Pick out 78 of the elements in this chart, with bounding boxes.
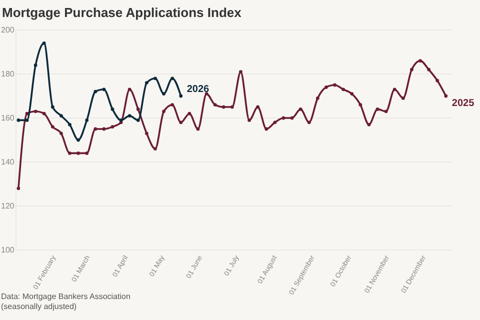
point (392, 88, 396, 92)
point (42, 112, 46, 116)
point (162, 92, 166, 96)
point (316, 96, 320, 100)
point (282, 116, 286, 120)
point (376, 108, 380, 111)
point (179, 94, 183, 98)
y-tick-label: 140 (1, 158, 15, 167)
point (102, 127, 106, 131)
point (170, 76, 174, 80)
point (384, 110, 388, 114)
point (248, 118, 251, 122)
point (427, 68, 430, 72)
point (222, 105, 226, 109)
point (94, 90, 98, 94)
point (136, 108, 140, 111)
point (196, 127, 200, 131)
point (264, 127, 268, 131)
point (144, 132, 148, 136)
point (213, 103, 217, 106)
point (290, 116, 294, 120)
chart-title: Mortgage Purchase Applications Index (2, 5, 242, 20)
point (25, 118, 29, 122)
point (358, 103, 362, 106)
point (136, 118, 140, 122)
point (76, 152, 80, 155)
point (401, 96, 405, 100)
point (128, 88, 132, 92)
point (170, 103, 174, 106)
point (444, 94, 448, 98)
point (342, 88, 345, 92)
point (188, 112, 192, 116)
point (119, 118, 123, 122)
point (68, 122, 72, 126)
point (102, 88, 106, 92)
point (418, 59, 422, 62)
point (85, 118, 89, 122)
point (76, 138, 80, 142)
point (128, 114, 132, 118)
point (367, 122, 371, 126)
point (94, 127, 98, 131)
point (410, 68, 414, 72)
point (68, 152, 72, 155)
point (307, 120, 311, 124)
point (59, 132, 63, 136)
point (34, 64, 38, 67)
point (154, 76, 157, 80)
y-tick-label: 120 (1, 202, 15, 211)
point (16, 186, 20, 190)
series-label: 2025 (452, 98, 475, 109)
point (162, 110, 166, 114)
point (230, 105, 234, 109)
point (154, 147, 157, 150)
y-tick-label: 180 (1, 70, 15, 79)
point (298, 108, 302, 111)
point (239, 70, 242, 74)
point (350, 92, 354, 96)
point (144, 81, 148, 84)
series-label: 2026 (186, 84, 210, 95)
point (436, 78, 440, 82)
point (34, 110, 38, 114)
text: Data: Mortgage Bankers Association (seasonally adjusted) (1, 292, 130, 311)
point (273, 120, 277, 124)
point (324, 86, 328, 89)
point (16, 118, 20, 122)
point (179, 120, 183, 124)
point (256, 105, 260, 109)
point (50, 125, 54, 128)
point (50, 105, 54, 109)
y-tick-label: 160 (1, 114, 15, 123)
point (110, 125, 114, 128)
point (85, 152, 89, 155)
point (110, 108, 114, 111)
y-tick-label: 200 (1, 26, 15, 35)
point (42, 42, 46, 45)
y-tick-label: 100 (1, 246, 15, 255)
point (59, 114, 63, 118)
point (333, 83, 336, 87)
